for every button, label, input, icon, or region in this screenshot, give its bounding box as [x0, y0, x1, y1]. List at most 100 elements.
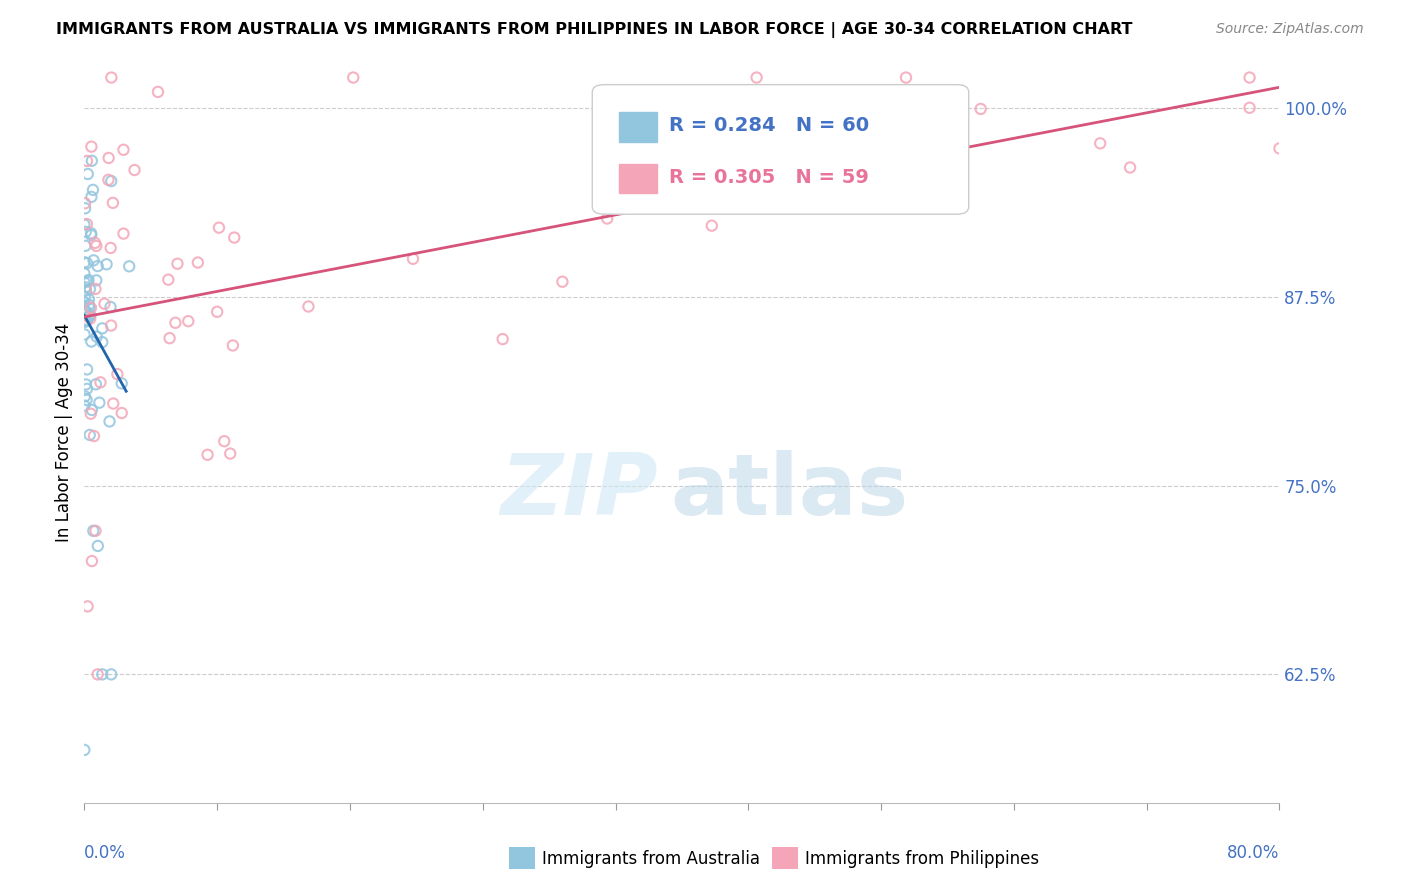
- Point: [73, 399, 96, 413]
- Point: [79, 301, 101, 315]
- Point: [224, 230, 246, 244]
- Point: [73, 255, 96, 269]
- Point: [80, 407, 103, 421]
- Point: [894, 70, 917, 85]
- Point: [342, 70, 364, 85]
- Point: [73, 267, 96, 281]
- Point: [157, 273, 180, 287]
- Point: [91, 321, 114, 335]
- Point: [208, 220, 231, 235]
- Point: [80, 153, 103, 168]
- Point: [97, 151, 120, 165]
- Point: [76, 599, 98, 614]
- Point: [84, 235, 107, 250]
- Point: [75, 305, 97, 319]
- Point: [1119, 161, 1142, 175]
- Point: [75, 314, 97, 328]
- Point: [73, 327, 96, 342]
- Point: [73, 389, 96, 403]
- Point: [73, 315, 96, 329]
- Point: [79, 282, 101, 296]
- Point: [146, 85, 169, 99]
- Point: [77, 298, 100, 312]
- Point: [596, 211, 619, 226]
- Point: [76, 274, 98, 288]
- Point: [177, 314, 200, 328]
- Point: [73, 295, 96, 310]
- Point: [79, 311, 101, 326]
- Point: [297, 300, 319, 314]
- Point: [93, 296, 115, 310]
- Point: [89, 376, 111, 390]
- Point: [73, 743, 96, 757]
- Point: [77, 293, 100, 307]
- Point: [80, 334, 103, 349]
- Point: [124, 163, 146, 178]
- Point: [91, 667, 114, 681]
- Point: [112, 227, 135, 241]
- Point: [76, 153, 98, 168]
- Point: [118, 260, 141, 274]
- Point: [75, 377, 97, 392]
- Point: [214, 434, 236, 449]
- Point: [80, 139, 103, 153]
- Point: [75, 280, 97, 294]
- Point: [73, 218, 96, 232]
- Point: [76, 382, 98, 396]
- Text: ZIP: ZIP: [501, 450, 658, 533]
- Point: [700, 219, 723, 233]
- Point: [84, 524, 107, 538]
- Point: [86, 273, 108, 287]
- Point: [97, 173, 120, 187]
- Point: [100, 241, 122, 255]
- Point: [1090, 136, 1112, 151]
- Point: [75, 196, 97, 211]
- Point: [80, 226, 103, 240]
- Point: [80, 190, 103, 204]
- Point: [1239, 101, 1261, 115]
- Point: [105, 367, 128, 381]
- Point: [101, 195, 124, 210]
- Point: [100, 667, 122, 681]
- Point: [76, 392, 98, 407]
- Point: [98, 414, 121, 428]
- Bar: [772, 847, 797, 870]
- Point: [166, 257, 188, 271]
- Point: [75, 304, 97, 318]
- Point: [80, 301, 103, 315]
- Point: [80, 228, 103, 243]
- Point: [100, 318, 122, 333]
- Point: [197, 448, 219, 462]
- Point: [96, 257, 118, 271]
- Point: [76, 217, 98, 231]
- Y-axis label: In Labor Force | Age 30-34: In Labor Force | Age 30-34: [55, 323, 73, 542]
- Point: [76, 313, 98, 327]
- Point: [77, 273, 100, 287]
- Point: [103, 396, 125, 410]
- Bar: [619, 112, 657, 142]
- Point: [79, 428, 101, 442]
- Point: [75, 201, 97, 215]
- Text: 80.0%: 80.0%: [1227, 844, 1279, 862]
- Point: [219, 446, 242, 460]
- Point: [84, 239, 107, 253]
- Point: [820, 99, 842, 113]
- Text: Immigrants from Australia: Immigrants from Australia: [543, 850, 761, 868]
- Point: [75, 284, 97, 298]
- Point: [73, 290, 96, 304]
- Point: [76, 362, 98, 376]
- Point: [970, 102, 993, 116]
- Point: [100, 300, 122, 314]
- Point: [84, 377, 107, 392]
- Point: [222, 338, 245, 352]
- Bar: [619, 164, 657, 194]
- Point: [91, 335, 114, 350]
- Point: [111, 406, 134, 420]
- Text: R = 0.284   N = 60: R = 0.284 N = 60: [669, 116, 869, 135]
- Point: [86, 329, 108, 343]
- Point: [100, 70, 122, 85]
- Point: [551, 275, 574, 289]
- Point: [80, 554, 103, 568]
- Point: [159, 331, 181, 345]
- Point: [187, 255, 209, 269]
